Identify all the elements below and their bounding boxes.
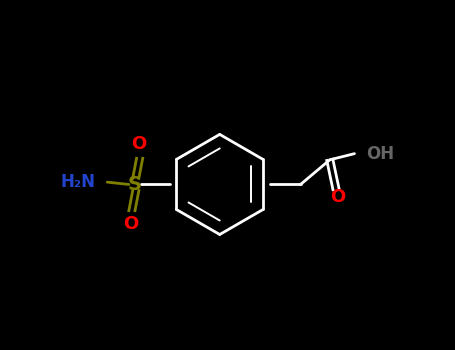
- Text: S: S: [128, 175, 142, 194]
- Text: OH: OH: [366, 145, 394, 163]
- Text: O: O: [131, 135, 147, 153]
- Text: H₂N: H₂N: [61, 173, 96, 191]
- Text: O: O: [124, 216, 139, 233]
- Text: O: O: [330, 188, 345, 206]
